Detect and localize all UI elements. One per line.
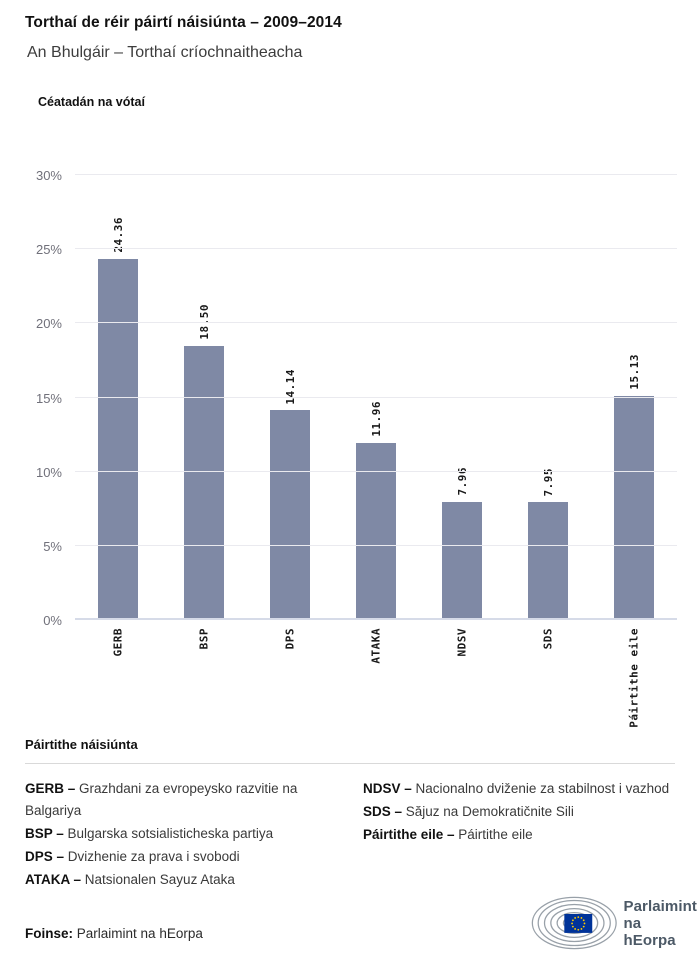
ep-logo-line1: Parlaimint — [623, 897, 697, 915]
legend-entry: NDSV – Nacionalno dviženie za stabilnost… — [363, 778, 675, 800]
ep-logo-text: Parlaimint na hEorpa — [623, 898, 697, 949]
bar — [184, 345, 224, 620]
x-axis-tick-label: Páirtithe eile — [627, 628, 641, 728]
bar — [528, 502, 568, 620]
plot-area: 24.36GERB18.50BSP 14.14 DPS 11.96 ATAKA 7.96 N… — [75, 140, 677, 728]
bar-slot: 7.95 SDS — [505, 140, 591, 649]
bar-value-label: 7.95 — [541, 467, 555, 497]
legend-entry: BSP – Bulgarska sotsialisticheska partiy… — [25, 823, 335, 845]
legend-entry: ATAKA – Natsionalen Sayuz Ataka — [25, 869, 335, 891]
gridline — [75, 470, 677, 472]
y-axis-tick-label: 20% — [35, 316, 62, 332]
x-axis-baseline — [75, 618, 677, 620]
source-label: Foinse: — [25, 926, 74, 941]
page-subtitle: An Bhulgáir – Torthaí críochnaitheacha — [27, 44, 303, 61]
ep-logo-line2: na hEorpa — [623, 914, 676, 949]
page-title: Torthaí de réir páirtí náisiúnta – 2009–… — [25, 14, 342, 31]
legend-definition: Páirtithe eile — [458, 827, 533, 842]
bar-value-label: 14.14 — [283, 368, 297, 405]
legend-section: Páirtithe náisiúnta GERB – Grazhdani za … — [25, 737, 675, 892]
legend-term: NDSV – — [363, 781, 416, 796]
bar-value-label: 15.13 — [627, 353, 641, 390]
bar — [442, 501, 482, 620]
x-axis-tick-label: BSP — [197, 628, 211, 650]
legend-term: ATAKA – — [25, 872, 85, 887]
source-note: Foinse: Parlaimint na hEorpa — [25, 926, 203, 941]
y-axis-tick-label: 5% — [43, 538, 62, 554]
chart-axis-title: Céatadán na vótaí — [38, 95, 145, 109]
legend-term: SDS – — [363, 804, 406, 819]
legend-entry: DPS – Dvizhenie za prava i svobodi — [25, 846, 335, 868]
eu-flag-icon — [564, 913, 593, 933]
x-axis-tick-label: GERB — [111, 628, 125, 657]
legend-term: DPS – — [25, 849, 68, 864]
legend-definition: Bulgarska sotsialisticheska partiya — [67, 826, 274, 841]
bar-value-label: 11.96 — [369, 400, 383, 437]
legend-definition: Nacionalno dviženie za stabilnost i vazh… — [415, 781, 670, 796]
bar — [270, 410, 310, 620]
bar — [614, 395, 654, 620]
y-axis-tick-label: 30% — [35, 168, 62, 183]
gridline — [75, 544, 677, 546]
legend-definition: Natsionalen Sayuz Ataka — [84, 872, 235, 887]
legend-definition: Grazhdani za evropeysko razvitie na Balg… — [25, 781, 298, 818]
x-axis-tick-label: ATAKA — [369, 628, 383, 664]
gridline — [75, 396, 677, 398]
y-axis-tick-label: 15% — [35, 390, 62, 406]
legend-term: GERB – — [25, 781, 80, 796]
y-axis-tick-label: 0% — [43, 613, 62, 628]
gridline — [75, 322, 677, 324]
legend-term: BSP – — [25, 826, 68, 841]
bar-slot: 18.50BSP — [161, 140, 247, 649]
legend-term: Páirtithe eile – — [363, 827, 459, 842]
bar-slot: 7.96 NDSV — [419, 140, 505, 657]
bar-slot: 11.96 ATAKA — [333, 140, 419, 664]
bar — [356, 442, 396, 620]
bar-slot: 15.13 Páirtithe eile — [591, 140, 677, 728]
legend-entry: Páirtithe eile – Páirtithe eile — [363, 824, 675, 846]
bar-chart: 24.36GERB18.50BSP 14.14 DPS 11.96 ATAKA 7.96 N… — [0, 140, 700, 728]
bar-slot: 14.14 DPS — [247, 140, 333, 649]
bar — [98, 258, 138, 620]
x-axis-tick-label: SDS — [541, 628, 555, 650]
gridline — [75, 248, 677, 250]
legend-definition: Săjuz na Demokratičnite Sili — [405, 804, 574, 819]
bar-value-label: 7.96 — [455, 467, 469, 496]
bar-slot: 24.36 GERB — [75, 140, 161, 657]
european-parliament-logo: Parlaimint na hEorpa — [531, 892, 697, 954]
legend-definition: Dvizhenie za prava i svobodi — [67, 849, 240, 864]
legend-entry: GERB – Grazhdani za evropeysko razvitie … — [25, 778, 335, 822]
legend-title: Páirtithe náisiúnta — [25, 737, 138, 752]
legend-column-left: GERB – Grazhdani za evropeysko razvitie … — [25, 778, 335, 892]
legend-entry: SDS – Săjuz na Demokratičnite Sili — [363, 801, 675, 823]
y-axis-tick-label: 25% — [35, 242, 62, 258]
gridline — [75, 174, 677, 175]
bar-slots: 24.36GERB18.50BSP 14.14 DPS 11.96 ATAKA 7.96 N… — [75, 140, 677, 728]
legend-column-right: NDSV – Nacionalno dviženie za stabilnost… — [363, 778, 675, 892]
legend-divider — [25, 763, 675, 764]
x-axis-tick-label: NDSV — [455, 628, 469, 657]
source-text: Parlaimint na hEorpa — [76, 926, 203, 941]
x-axis-tick-label: DPS — [283, 628, 297, 650]
ep-hemicycle-icon — [531, 896, 617, 950]
y-axis-tick-label: 10% — [35, 464, 62, 480]
